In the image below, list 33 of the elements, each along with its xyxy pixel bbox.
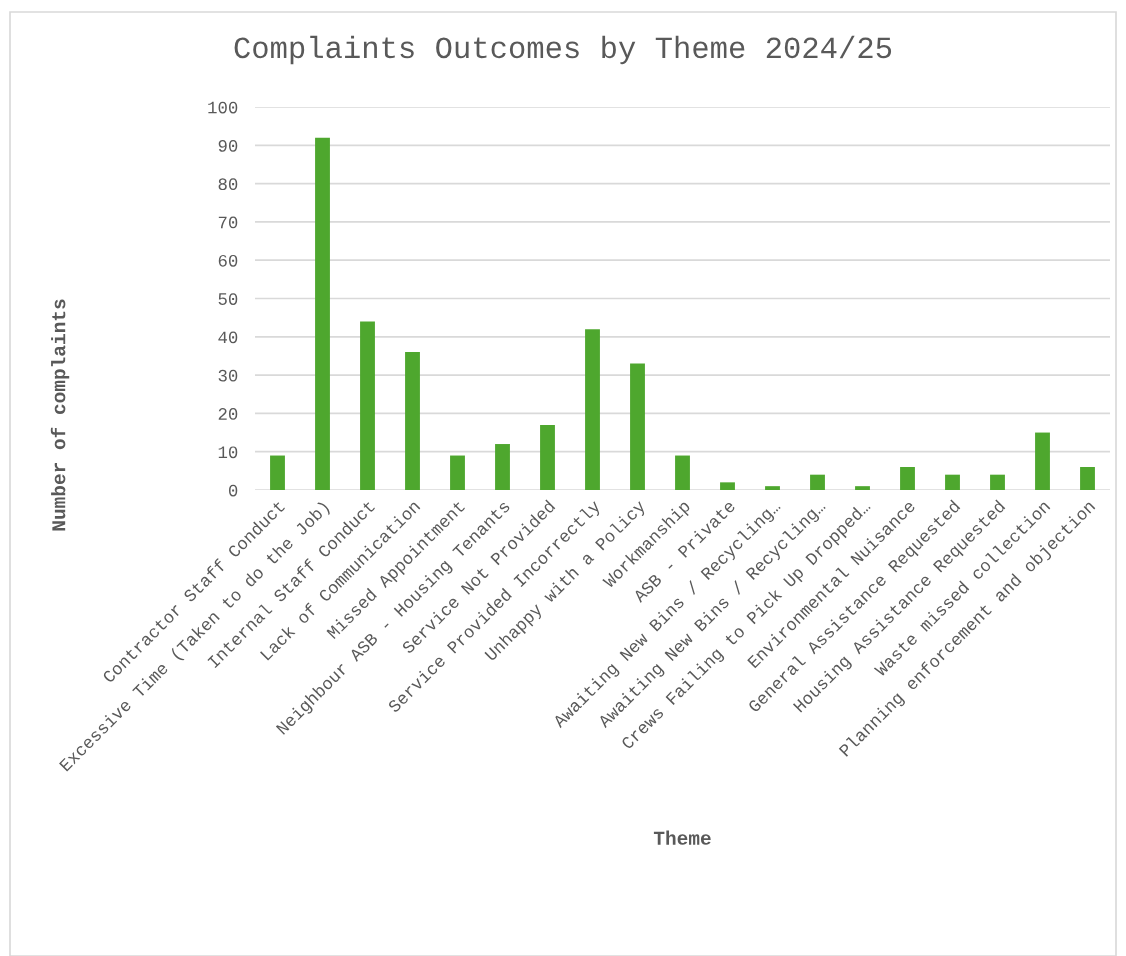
bar	[585, 329, 600, 490]
bar	[315, 137, 330, 490]
bar	[540, 424, 555, 490]
bar	[630, 363, 645, 490]
bar	[675, 455, 690, 490]
bar	[720, 482, 735, 490]
y-tick-label: 0	[228, 484, 238, 497]
bar	[900, 467, 915, 490]
bar	[990, 474, 1005, 490]
chart-title: Complaints Outcomes by Theme 2024/25	[234, 35, 892, 65]
y-tick-label: 60	[218, 254, 238, 267]
bar	[1080, 467, 1095, 490]
bar	[270, 455, 285, 490]
bar	[360, 321, 375, 490]
y-tick-label: 20	[218, 408, 238, 420]
bar	[495, 444, 510, 490]
bar	[810, 474, 825, 490]
y-tick-label: 70	[218, 216, 238, 229]
y-tick-label: 100	[208, 101, 238, 114]
bar	[450, 455, 465, 490]
y-tick-label: 90	[218, 139, 238, 152]
y-tick-label: 10	[218, 446, 238, 459]
y-tick-label: 80	[218, 178, 238, 191]
bar	[405, 352, 420, 490]
y-tick-label: 40	[218, 331, 238, 344]
y-tick-label: 30	[218, 369, 238, 382]
bar	[945, 474, 960, 490]
y-axis-title: Number of complaints	[50, 299, 70, 531]
bar	[765, 486, 780, 490]
y-tick-label: 50	[218, 293, 238, 305]
x-axis-title: Theme	[653, 830, 711, 845]
bar	[855, 486, 870, 490]
bar	[1035, 432, 1050, 490]
